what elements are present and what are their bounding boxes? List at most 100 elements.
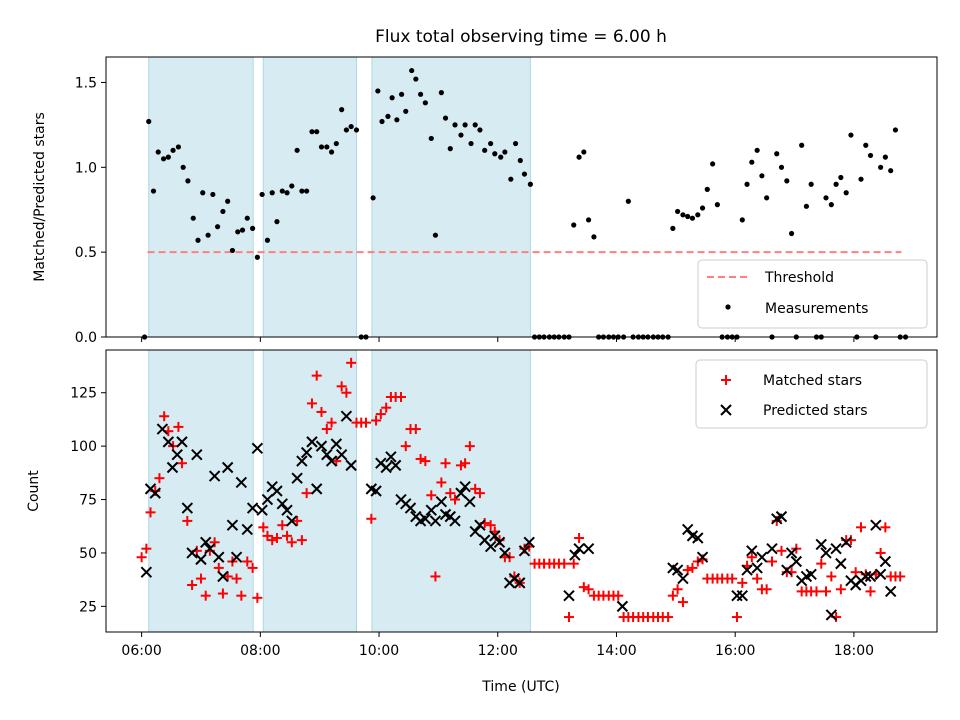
data-point <box>695 212 701 218</box>
data-point <box>582 542 595 555</box>
count-panel: 25 50 75 100 125 06:00 08:00 10:00 12:00 14:00 16:… <box>26 349 938 659</box>
data-point <box>311 483 323 495</box>
data-point <box>477 127 483 133</box>
x-b <box>419 513 432 525</box>
data-point <box>754 147 760 153</box>
data-point <box>173 421 184 432</box>
x-b <box>276 498 288 510</box>
data-point <box>759 173 765 179</box>
data-point <box>442 115 449 121</box>
data-point <box>731 589 743 602</box>
data-point <box>345 459 357 472</box>
data-point <box>574 533 585 543</box>
x-b <box>335 448 348 461</box>
data-point <box>326 417 337 428</box>
data-point <box>321 448 333 461</box>
data-point <box>462 122 468 128</box>
x-b <box>746 545 758 557</box>
data-point <box>236 590 247 601</box>
y-tick-label: 125 <box>70 386 97 402</box>
x-b <box>455 487 467 499</box>
data-point <box>452 122 458 128</box>
data-point <box>281 504 293 516</box>
legend-label: Matched stars <box>763 373 862 389</box>
x-b <box>171 448 183 461</box>
data-point <box>464 441 475 452</box>
data-point <box>186 547 198 559</box>
x-b <box>181 502 194 514</box>
data-point <box>508 176 514 182</box>
x-b <box>493 536 506 548</box>
data-point <box>576 154 582 160</box>
chart-title: Flux total observing time = 6.00 h <box>375 27 667 47</box>
data-point <box>213 551 225 563</box>
x-b <box>815 538 827 551</box>
data-point <box>300 446 313 459</box>
data-point <box>865 586 876 597</box>
legend-measurement-swatch <box>725 304 731 310</box>
x-b <box>499 547 511 559</box>
data-point <box>409 67 415 74</box>
data-point <box>843 190 849 196</box>
data-point <box>370 195 376 201</box>
data-point <box>187 580 198 590</box>
data-point <box>455 487 467 499</box>
data-point <box>484 540 497 553</box>
data-point <box>469 525 481 538</box>
x-b <box>860 570 872 583</box>
x-b <box>563 589 575 602</box>
data-point <box>370 485 382 497</box>
data-point <box>284 190 290 196</box>
data-point <box>380 461 392 474</box>
x-b <box>840 536 852 548</box>
data-point <box>625 198 631 204</box>
data-point <box>517 157 523 164</box>
x-b <box>569 549 581 561</box>
x-b <box>751 562 763 574</box>
data-point <box>663 612 674 623</box>
legend-box <box>697 259 928 329</box>
data-point <box>882 154 888 160</box>
data-point <box>432 232 439 238</box>
data-point <box>799 142 805 148</box>
data-point <box>271 533 282 543</box>
data-point <box>185 178 191 184</box>
data-point <box>699 205 706 211</box>
x-b <box>230 551 243 563</box>
data-point <box>385 451 397 463</box>
observing-window <box>262 56 357 338</box>
data-point <box>180 164 186 170</box>
x-b <box>208 470 221 482</box>
data-point <box>333 140 339 147</box>
data-point <box>292 515 303 526</box>
data-point <box>155 149 161 155</box>
data-point <box>156 423 169 435</box>
x-b <box>741 564 753 576</box>
x-axis-label: Time (UTC) <box>481 679 559 695</box>
data-point <box>492 151 498 157</box>
data-point <box>727 573 738 584</box>
data-point <box>325 455 338 467</box>
data-point <box>339 107 345 113</box>
x-b <box>820 547 832 559</box>
data-point <box>774 151 780 157</box>
x-b <box>489 530 501 542</box>
data-point <box>311 370 322 381</box>
data-point <box>415 453 426 464</box>
x-tick-label: 10:00 <box>359 643 399 659</box>
data-point <box>895 571 906 582</box>
data-point <box>710 161 716 167</box>
data-point <box>417 91 424 97</box>
data-point <box>766 556 777 567</box>
data-point <box>175 144 182 150</box>
data-point <box>749 159 755 165</box>
data-point <box>864 570 877 583</box>
x-b <box>825 609 838 621</box>
data-point <box>714 202 720 208</box>
data-point <box>736 589 749 602</box>
data-point <box>170 147 176 153</box>
data-point <box>195 553 207 566</box>
x-b <box>156 423 169 435</box>
x-b <box>616 600 629 613</box>
